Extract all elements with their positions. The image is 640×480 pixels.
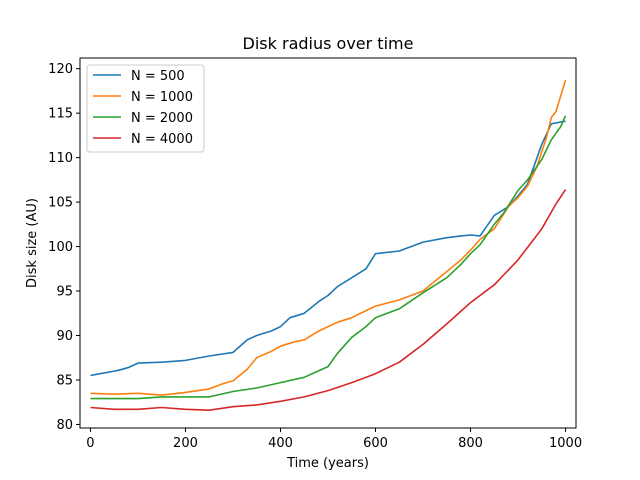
x-tick-label: 1000 [549, 436, 582, 451]
series-line-2 [90, 79, 567, 396]
x-tick-label: 400 [268, 436, 293, 451]
y-tick-label: 105 [48, 196, 73, 211]
legend-box [86, 64, 205, 153]
legend: N = 500 N = 1000 N = 2000 N = 4000 [86, 64, 205, 153]
x-tick-label: 800 [458, 436, 483, 451]
legend-label: N = 500 [131, 69, 185, 84]
y-tick-label: 100 [48, 240, 73, 255]
x-axis: 0 200 400 600 800 1000 [86, 428, 582, 451]
plot-lines [90, 79, 567, 412]
chart-title: Disk radius over time [243, 34, 414, 53]
y-axis: 80 85 90 95 100 105 110 115 120 [48, 62, 80, 433]
y-axis-title: Disk size (AU) [25, 198, 40, 288]
y-tick-label: 95 [56, 285, 73, 300]
x-tick-label: 0 [86, 436, 94, 451]
legend-label: N = 4000 [131, 132, 193, 147]
plot-frame [79, 57, 577, 429]
legend-label: N = 1000 [131, 90, 193, 105]
x-tick-label: 200 [173, 436, 198, 451]
series-line-4 [90, 189, 567, 412]
y-tick-label: 85 [56, 373, 73, 388]
x-axis-title: Time (years) [286, 456, 369, 471]
y-tick-label: 90 [56, 329, 73, 344]
series-line-1 [90, 120, 566, 377]
y-tick-label: 110 [48, 151, 73, 166]
y-tick-label: 115 [48, 107, 73, 122]
legend-label: N = 2000 [131, 111, 193, 126]
series-line-3 [90, 115, 567, 400]
y-tick-label: 80 [56, 418, 73, 433]
y-tick-label: 120 [48, 62, 73, 77]
x-tick-label: 600 [363, 436, 388, 451]
